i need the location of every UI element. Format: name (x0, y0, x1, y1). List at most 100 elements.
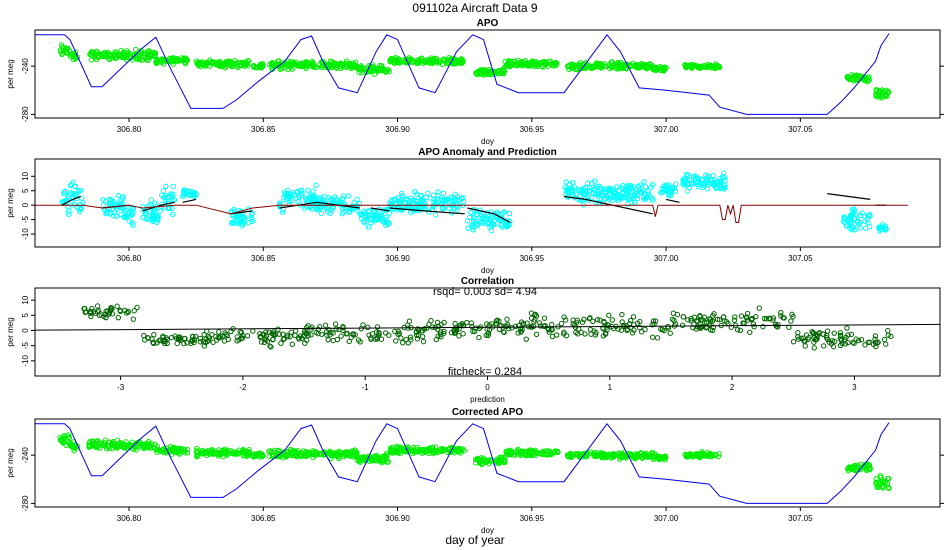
correlation-point (618, 327, 625, 333)
apo-point (419, 57, 425, 64)
correlation-point (561, 329, 567, 335)
corrected-point (592, 453, 599, 459)
correlation-point (688, 318, 694, 324)
anomaly-point (586, 185, 593, 191)
correlation-point (685, 317, 691, 323)
corrected-point (596, 452, 602, 459)
apo-point (282, 64, 289, 71)
correlation-point (609, 317, 615, 323)
correlation-point (497, 322, 503, 329)
apo-point (257, 64, 264, 71)
correlation-point (824, 328, 831, 334)
anomaly-point (383, 219, 389, 226)
anomaly-point (126, 218, 132, 224)
corrected-point (200, 447, 206, 454)
correlation-point (594, 316, 601, 323)
corrected-point (258, 451, 264, 458)
panel-correlation: Correlation-3 -2 -1 0 1 2 3prediction1050-5-10… (6, 276, 941, 404)
anomaly-point (840, 218, 847, 224)
anomaly-point (229, 209, 235, 215)
anomaly-point (465, 225, 471, 232)
correlation-point (435, 333, 441, 339)
correlation-point (322, 322, 329, 329)
corrected-point (337, 450, 344, 456)
anomaly-point (470, 218, 477, 224)
apo-xtick-label: 307.00 (654, 125, 679, 134)
apo-point (873, 87, 879, 94)
correlation-point (95, 307, 102, 314)
correlation-point (723, 319, 730, 325)
anomaly-point (294, 188, 300, 195)
apo-point (94, 53, 100, 59)
anomaly-point (586, 188, 592, 194)
panel-anomaly: APO Anomaly and Prediction 306.80 306.85 30… (6, 147, 941, 275)
correlation-point (237, 329, 243, 335)
correlation-point (160, 334, 166, 341)
correlation-point (288, 329, 294, 335)
correlation-point (483, 321, 490, 327)
corrected-point (313, 451, 320, 457)
anomaly-point (433, 198, 439, 204)
correlation-point (504, 316, 510, 322)
anomaly-point (419, 198, 426, 204)
correlation-point (802, 343, 808, 349)
apo-point (218, 63, 224, 70)
correlation-point (708, 319, 714, 325)
correlation-point (131, 308, 137, 314)
correlation-point (386, 332, 392, 338)
anomaly-point (580, 187, 586, 194)
apo-point (172, 56, 178, 62)
anomaly-point (649, 197, 656, 203)
correlation-point (109, 311, 116, 317)
correlation-point (579, 319, 586, 325)
anomaly-point (566, 181, 573, 188)
anomaly-point (190, 190, 197, 196)
correlation-point (770, 317, 776, 323)
corrected-point (95, 443, 101, 450)
anomaly-point (339, 206, 346, 212)
anomaly-point (847, 212, 854, 219)
apo-point (289, 66, 295, 72)
anomaly-point (148, 197, 155, 203)
correlation-point (87, 308, 94, 315)
anomaly-point (433, 201, 440, 207)
anomaly-xlabel: doy (481, 266, 494, 275)
corrected-point (147, 442, 154, 449)
correlation-point (790, 339, 797, 345)
apo-point (576, 62, 583, 68)
anomaly-point (75, 188, 81, 194)
apo-point (392, 58, 399, 64)
anomaly-point (65, 195, 71, 202)
anomaly-point (478, 219, 484, 226)
apo-point (216, 63, 223, 69)
correlation-point (541, 315, 548, 321)
correlation-point (731, 317, 738, 324)
correlation-point (324, 332, 330, 338)
anomaly-point (329, 207, 335, 214)
apo-point (878, 92, 885, 98)
correlation-point (561, 314, 567, 320)
correlation-point (562, 317, 569, 323)
correlation-point (549, 321, 555, 328)
correlation-point (485, 330, 492, 336)
correlation-point (405, 340, 411, 346)
correlation-point (364, 324, 371, 331)
apo-point (104, 51, 110, 57)
panel-corrected: Corrected APO 306.80 306.85 306.90 306.95 307… (6, 407, 944, 535)
correlation-point (309, 324, 315, 330)
anomaly-point (155, 213, 161, 220)
corrected-point (526, 451, 532, 457)
anomaly-xtick-label: 306.80 (117, 254, 142, 263)
correlation-point (574, 317, 580, 323)
correlation-point (323, 329, 330, 335)
correlation-point (398, 335, 404, 341)
correlation-point (642, 326, 648, 333)
correlation-point (697, 312, 703, 319)
corrected-xtick-label: 306.95 (520, 514, 545, 523)
correlation-point (464, 319, 470, 326)
corrected-point (440, 446, 446, 452)
anomaly-point (659, 189, 666, 195)
anomaly-point (354, 196, 360, 203)
correlation-point (287, 333, 293, 340)
anomaly-point (151, 207, 158, 214)
